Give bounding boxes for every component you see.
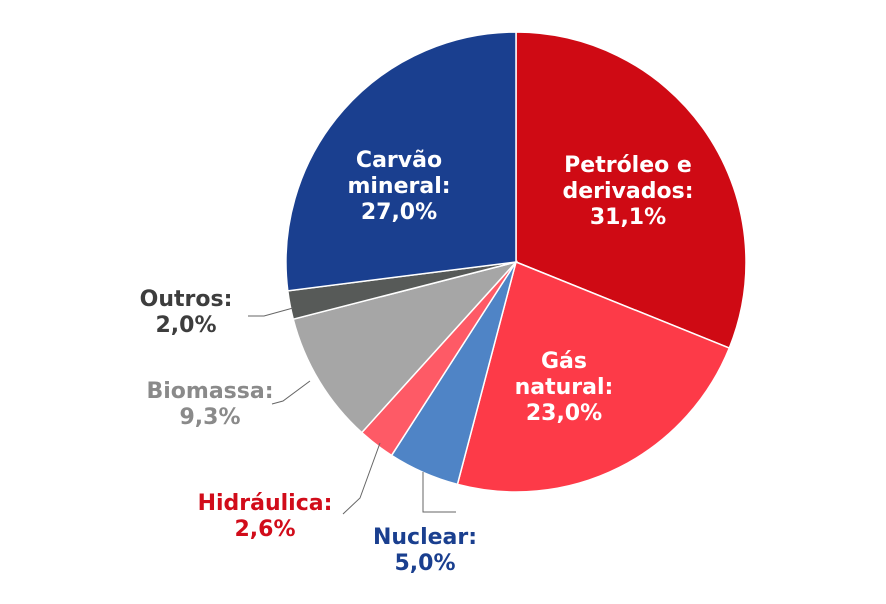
pie-slice-gas [456, 260, 731, 493]
slice-label-line: 2,0% [155, 313, 216, 338]
slice-label-line: Gás [541, 349, 587, 374]
leader-line-biomassa [271, 380, 311, 405]
slice-label-biomassa: Biomassa: 9,3% [146, 379, 273, 430]
slice-label-line: 9,3% [179, 405, 240, 430]
slice-label-line: Nuclear: [373, 525, 477, 550]
pie-slice-carvao [285, 31, 517, 292]
leader-line-nuclear [422, 472, 456, 513]
slice-label-carvao: Carvão mineral: 27,0% [347, 148, 450, 225]
leader-lines [248, 307, 456, 515]
slice-label-line: 5,0% [394, 551, 455, 576]
leader-line-outros [248, 307, 294, 317]
pie-slices [285, 31, 747, 493]
slice-label-line: Biomassa: [146, 379, 273, 404]
slice-label-gas: Gás natural: 23,0% [515, 349, 614, 426]
pie-slice-petroleo-e [515, 31, 747, 349]
slice-label-petroleo-e: Petróleo e derivados: 31,1% [562, 153, 693, 230]
slice-label-outros: Outros: 2,0% [140, 287, 233, 338]
slice-label-hidraulica: Hidráulica: 2,6% [198, 491, 333, 542]
slice-label-line: Petróleo e [564, 153, 692, 178]
slice-label-line: mineral: [347, 174, 450, 199]
leader-line-hidraulica [342, 442, 381, 515]
slice-label-nuclear: Nuclear: 5,0% [373, 525, 477, 576]
slice-label-line: 31,1% [590, 205, 666, 230]
slice-label-line: Outros: [140, 287, 233, 312]
slice-label-line: natural: [515, 375, 614, 400]
slice-labels: Petróleo e derivados: 31,1% Gás natural: 23,0… [140, 148, 694, 576]
slice-label-line: Hidráulica: [198, 491, 333, 516]
slice-label-line: 23,0% [526, 401, 602, 426]
slice-label-line: 27,0% [361, 200, 437, 225]
pie-slice-biomassa [292, 260, 519, 434]
slice-label-line: derivados: [562, 179, 693, 204]
slice-label-line: Carvão [356, 148, 442, 173]
slice-label-line: 2,6% [234, 517, 295, 542]
